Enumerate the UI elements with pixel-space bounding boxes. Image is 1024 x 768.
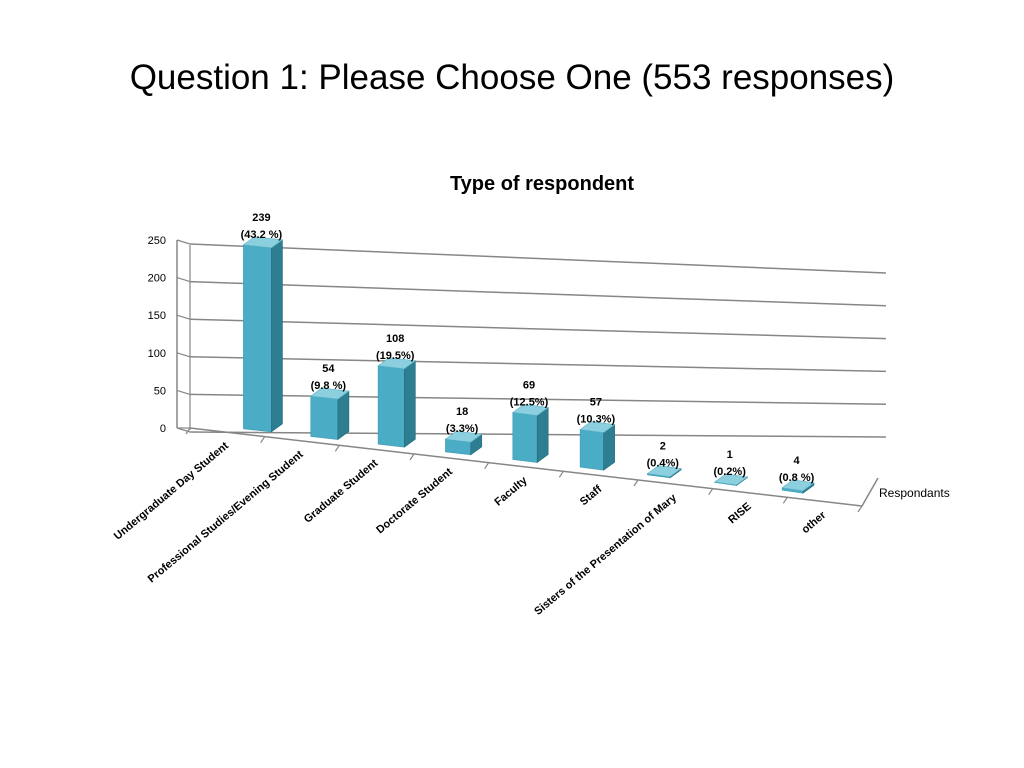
category-label: Doctorate Student — [374, 466, 455, 537]
category-label: other — [800, 509, 829, 536]
bar-top — [512, 404, 549, 416]
bar-side — [337, 390, 350, 441]
x-tick — [857, 505, 863, 513]
data-label-percent: (10.3%) — [577, 414, 616, 426]
y-axis-ticks: 0 50 100 150 200 250 — [148, 235, 166, 435]
bar — [242, 236, 284, 433]
data-label-value: 239 — [252, 212, 270, 224]
x-tick — [633, 479, 639, 487]
bar — [646, 465, 682, 479]
legend-series-name: Respondants — [879, 486, 950, 500]
data-label-percent: (0.4%) — [647, 458, 680, 470]
bar-top — [646, 465, 682, 477]
data-label-value: 57 — [590, 397, 602, 409]
data-label-percent: (0.8 %) — [779, 472, 815, 484]
data-label-value: 1 — [727, 449, 733, 461]
y-tick-label: 200 — [148, 273, 166, 285]
y-tick-label: 0 — [160, 423, 166, 435]
bar-front — [310, 395, 339, 440]
x-tick — [558, 471, 564, 478]
data-labels: 239 (43.2 %) 54 (9.8 %) 108 (19.5%) 18 (3.3%) 69… — [241, 212, 815, 484]
bar — [512, 404, 549, 464]
data-label-percent: (3.3%) — [446, 423, 479, 435]
data-label-percent: (43.2 %) — [241, 229, 283, 241]
category-label: Faculty — [492, 474, 530, 509]
data-label-percent: (9.8 %) — [311, 380, 347, 392]
gridline — [189, 393, 887, 405]
gridline-side — [176, 389, 191, 395]
gridline — [189, 356, 887, 373]
category-label: Sisters of the Presentation of Mary — [532, 491, 679, 617]
gridline-side — [176, 277, 191, 283]
chart-title: Type of respondent — [450, 173, 634, 195]
x-tick — [409, 453, 415, 461]
data-label-percent: (0.2%) — [713, 466, 746, 478]
bar-front — [377, 365, 405, 448]
bar-side — [536, 406, 549, 464]
gridline — [189, 318, 887, 340]
data-label-value: 2 — [660, 441, 666, 453]
data-label-value: 18 — [456, 406, 468, 418]
slide-title: Question 1: Please Choose One (553 respo… — [129, 58, 895, 97]
bar — [579, 421, 616, 471]
floor-right-edge — [861, 477, 879, 507]
bar-top — [579, 421, 616, 433]
bar-top — [309, 387, 350, 400]
bar-front — [579, 429, 604, 471]
x-tick — [484, 462, 490, 469]
data-label-value: 69 — [523, 379, 535, 391]
gridline-side — [176, 239, 191, 245]
bar-side — [404, 360, 416, 448]
bar — [309, 387, 350, 441]
x-tick — [185, 427, 191, 435]
category-label: RISE — [726, 501, 753, 527]
gridline — [189, 280, 887, 307]
y-tick-label: 50 — [154, 385, 166, 397]
bar-top — [781, 479, 815, 492]
bar — [377, 357, 417, 448]
bar — [781, 479, 815, 494]
data-label-value: 54 — [322, 363, 335, 375]
bar-top — [377, 357, 417, 370]
data-label-value: 108 — [386, 333, 404, 345]
data-label-value: 4 — [793, 455, 800, 467]
gridline-side — [176, 352, 191, 358]
category-label: Graduate Student — [302, 457, 381, 526]
category-label: Staff — [578, 483, 605, 508]
y-tick-label: 250 — [148, 235, 166, 247]
bar-top — [242, 236, 284, 249]
gridline-side — [176, 314, 191, 320]
x-tick — [782, 497, 788, 504]
data-label-percent: (12.5%) — [510, 396, 549, 408]
bar-front — [512, 412, 538, 463]
y-tick-label: 100 — [148, 348, 166, 360]
bar-top — [444, 430, 483, 443]
bar-front — [243, 244, 272, 433]
data-label-percent: (19.5%) — [376, 350, 415, 362]
x-tick — [334, 445, 340, 452]
x-tick — [708, 488, 714, 495]
gridline — [189, 243, 887, 274]
y-tick-label: 150 — [148, 310, 166, 322]
bar-top — [714, 473, 749, 486]
x-tick — [260, 436, 266, 443]
bar-side — [271, 239, 283, 433]
floor-front-edge — [189, 427, 863, 507]
category-label: Professional Studies/Evening Student — [146, 448, 306, 585]
bars-group — [242, 236, 815, 494]
bar — [714, 473, 749, 487]
bar — [444, 430, 483, 456]
